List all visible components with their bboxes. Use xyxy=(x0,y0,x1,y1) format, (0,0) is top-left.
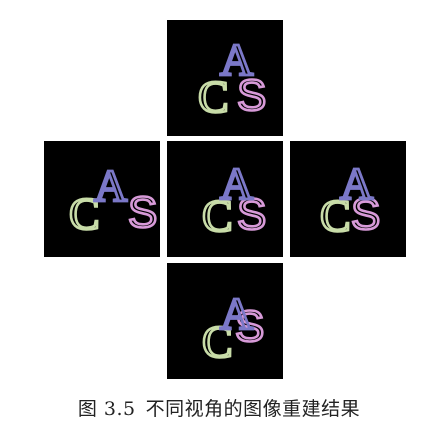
view-graphic-left: C S A xyxy=(68,159,159,241)
view-image-center: C S A xyxy=(167,141,283,257)
letter-a: A xyxy=(94,160,127,211)
view-graphic-top: C S A xyxy=(197,33,268,124)
view-image-top: C S A xyxy=(167,20,283,136)
letter-s: S xyxy=(237,71,266,120)
figure-caption: 图 3.5 不同视角的图像重建结果 xyxy=(0,394,438,421)
figure-number: 图 3.5 xyxy=(77,398,136,420)
letter-c: C xyxy=(198,71,229,122)
letter-a: A xyxy=(220,34,253,85)
letter-s: S xyxy=(235,302,264,351)
letter-c: C xyxy=(69,188,100,239)
letter-a: A xyxy=(340,158,373,209)
letter-s: S xyxy=(237,190,266,239)
view-image-bottom: C S A xyxy=(167,263,283,379)
letter-c: C xyxy=(320,190,351,241)
letter-s: S xyxy=(351,190,380,239)
view-graphic-right: C S A xyxy=(319,157,382,243)
letter-a: A xyxy=(220,288,253,339)
letter-c: C xyxy=(202,316,233,367)
letter-a: A xyxy=(220,158,253,209)
view-graphic-center: C S A xyxy=(201,157,268,243)
view-graphic-bottom: C S A xyxy=(201,287,266,369)
letter-s: S xyxy=(128,188,157,237)
letter-c: C xyxy=(202,190,233,241)
view-image-left: C S A xyxy=(44,141,160,257)
view-image-right: C S A xyxy=(290,141,406,257)
figure-caption-text: 不同视角的图像重建结果 xyxy=(145,398,361,420)
